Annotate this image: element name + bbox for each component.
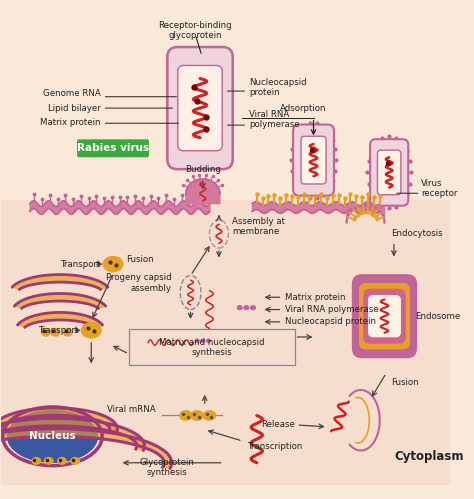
Text: Progeny capsid
assembly: Progeny capsid assembly xyxy=(106,273,172,293)
Polygon shape xyxy=(346,206,384,223)
Ellipse shape xyxy=(207,339,210,342)
Ellipse shape xyxy=(82,323,101,338)
FancyBboxPatch shape xyxy=(369,295,401,337)
Ellipse shape xyxy=(201,339,205,342)
Text: Release: Release xyxy=(261,421,295,430)
Ellipse shape xyxy=(180,411,192,420)
Text: Assembly at
membrane: Assembly at membrane xyxy=(232,217,285,236)
Text: Rabies virus: Rabies virus xyxy=(77,143,149,153)
Text: Nucleocapsid protein: Nucleocapsid protein xyxy=(285,317,376,326)
FancyBboxPatch shape xyxy=(358,282,410,350)
Ellipse shape xyxy=(45,458,53,464)
Ellipse shape xyxy=(244,306,249,309)
Text: Matrix protein: Matrix protein xyxy=(40,118,100,127)
Text: Adsorption: Adsorption xyxy=(281,104,327,113)
Text: Matrix and nucleocapsid
synthesis: Matrix and nucleocapsid synthesis xyxy=(159,338,264,357)
FancyBboxPatch shape xyxy=(353,275,416,357)
Bar xyxy=(129,329,295,365)
FancyBboxPatch shape xyxy=(377,150,401,195)
Text: Virus
receptor: Virus receptor xyxy=(421,179,458,198)
Ellipse shape xyxy=(51,328,60,336)
Text: Viral mRNA: Viral mRNA xyxy=(107,405,155,414)
Ellipse shape xyxy=(8,410,97,462)
FancyBboxPatch shape xyxy=(370,139,408,206)
FancyBboxPatch shape xyxy=(167,47,233,169)
Text: Fusion: Fusion xyxy=(126,255,154,264)
Text: Transcription: Transcription xyxy=(248,442,303,451)
Text: Nucleocapsid
protein: Nucleocapsid protein xyxy=(249,77,307,97)
Ellipse shape xyxy=(251,306,255,309)
Text: Cytoplasm: Cytoplasm xyxy=(394,450,464,463)
Polygon shape xyxy=(12,274,108,289)
FancyBboxPatch shape xyxy=(293,125,334,196)
Ellipse shape xyxy=(203,411,216,420)
Text: Matrix protein: Matrix protein xyxy=(285,293,346,302)
Text: Transport: Transport xyxy=(39,326,80,335)
FancyBboxPatch shape xyxy=(364,289,405,343)
Ellipse shape xyxy=(195,339,199,342)
Polygon shape xyxy=(0,408,117,432)
Text: Budding: Budding xyxy=(185,165,221,174)
Text: Endosome: Endosome xyxy=(415,312,460,321)
Text: Fusion: Fusion xyxy=(391,378,419,387)
Text: Glycoprotein
synthesis: Glycoprotein synthesis xyxy=(139,458,194,477)
Polygon shape xyxy=(0,429,172,468)
Text: Endocytosis: Endocytosis xyxy=(391,230,443,239)
Text: Nucleus: Nucleus xyxy=(29,431,76,441)
Polygon shape xyxy=(186,179,220,204)
Ellipse shape xyxy=(71,458,80,464)
Ellipse shape xyxy=(103,256,123,272)
Polygon shape xyxy=(0,418,145,450)
Polygon shape xyxy=(18,312,102,327)
Text: Genome RNA: Genome RNA xyxy=(43,89,100,98)
Text: Receptor-binding
glycoprotein: Receptor-binding glycoprotein xyxy=(158,21,232,40)
Text: Lipid bilayer: Lipid bilayer xyxy=(48,104,100,113)
Ellipse shape xyxy=(58,458,66,464)
Ellipse shape xyxy=(191,411,203,420)
Text: Viral RNA polymerase: Viral RNA polymerase xyxy=(285,305,379,314)
FancyBboxPatch shape xyxy=(77,139,149,157)
Text: Viral RNA
polymerase: Viral RNA polymerase xyxy=(249,110,300,129)
Ellipse shape xyxy=(64,328,72,336)
FancyBboxPatch shape xyxy=(178,65,222,151)
Polygon shape xyxy=(15,293,105,308)
Bar xyxy=(1,200,450,486)
Text: Transport: Transport xyxy=(61,259,101,268)
FancyBboxPatch shape xyxy=(301,136,326,184)
Ellipse shape xyxy=(237,306,242,309)
Ellipse shape xyxy=(32,458,41,464)
Ellipse shape xyxy=(42,328,50,336)
